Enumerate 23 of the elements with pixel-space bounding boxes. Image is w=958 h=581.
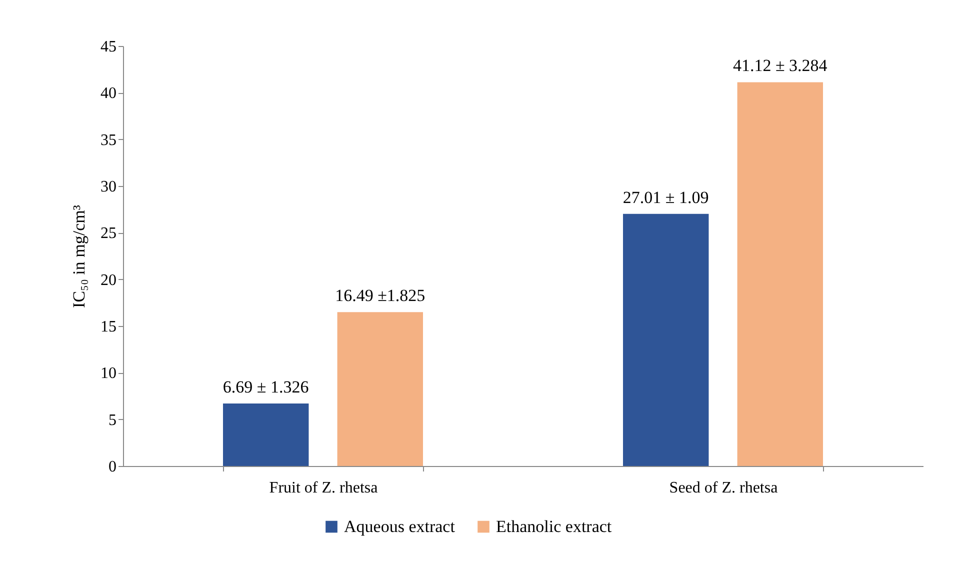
y-tick-label: 0 xyxy=(108,458,116,476)
y-tick-label: 15 xyxy=(100,318,116,336)
y-tick-label: 25 xyxy=(100,225,116,242)
y-tick-label: 5 xyxy=(108,412,116,429)
bar xyxy=(223,404,309,466)
y-tick-label: 40 xyxy=(100,85,116,102)
y-axis-title: IC₅₀ in mg/cm³ xyxy=(70,205,88,308)
data-label: 27.01 ± 1.09 xyxy=(622,188,709,207)
y-tick-label: 45 xyxy=(100,38,116,56)
bar xyxy=(737,82,823,466)
y-tick-label: 10 xyxy=(100,365,116,382)
y-tick-label: 35 xyxy=(100,132,116,149)
data-label: 41.12 ± 3.284 xyxy=(732,56,828,76)
y-tick-label: 30 xyxy=(100,178,116,196)
bar xyxy=(623,214,709,466)
x-tick-label: Seed of Z. rhetsa xyxy=(669,480,778,496)
bar xyxy=(337,312,423,466)
x-tick-label: Fruit of Z. rhetsa xyxy=(269,480,378,496)
legend-label: Ethanolic extract xyxy=(496,516,612,536)
data-label: 16.49 ±1.825 xyxy=(335,286,426,306)
y-tick-label: 20 xyxy=(100,272,116,289)
legend-label: Aqueous extract xyxy=(344,516,456,536)
data-label: 6.69 ± 1.326 xyxy=(222,378,309,397)
